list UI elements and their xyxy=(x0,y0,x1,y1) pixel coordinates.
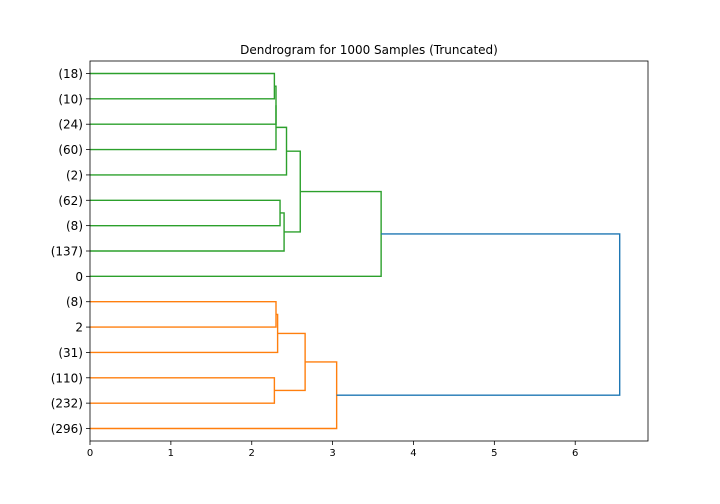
leaf-label: (296) xyxy=(51,422,83,436)
x-axis-ticks: 0 1 2 3 4 5 6 xyxy=(87,441,578,459)
chart-title: Dendrogram for 1000 Samples (Truncated) xyxy=(240,43,498,57)
dendrogram-link-b xyxy=(90,85,277,125)
x-tick-label: 6 xyxy=(572,448,578,459)
x-tick-label: 2 xyxy=(249,448,255,459)
leaf-label: (31) xyxy=(58,346,83,360)
leaf-label: (18) xyxy=(58,67,83,81)
leaf-label: (8) xyxy=(66,295,83,309)
plot-frame xyxy=(89,60,649,442)
leaf-label: 0 xyxy=(75,270,83,284)
leaf-label: (8) xyxy=(66,219,83,233)
dendrogram-link-r xyxy=(336,233,621,396)
dendrogram-links xyxy=(90,72,621,430)
leaf-label: (24) xyxy=(58,118,83,132)
x-tick-label: 1 xyxy=(168,448,174,459)
dendrogram-link-d xyxy=(90,126,288,176)
leaf-label: (60) xyxy=(58,143,83,157)
dendrogram-link-j xyxy=(90,313,279,354)
leaf-labels: (18) (10) (24) (60) (2) (62) (8) (137) 0 (8) 2 (31)… xyxy=(51,67,90,436)
x-tick-label: 3 xyxy=(329,448,335,459)
dendrogram-link-h xyxy=(90,190,382,278)
x-tick-label: 5 xyxy=(491,448,497,459)
leaf-label: 2 xyxy=(75,321,83,335)
dendrogram-link-e xyxy=(90,199,281,227)
dendrogram-link-m xyxy=(274,332,306,392)
leaf-label: (2) xyxy=(66,168,83,182)
leaf-label: (10) xyxy=(58,92,83,106)
dendrogram-link-c xyxy=(90,105,277,151)
leaf-label: (232) xyxy=(51,397,83,411)
x-tick-label: 0 xyxy=(87,448,93,459)
leaf-label: (110) xyxy=(51,371,83,385)
x-tick-label: 4 xyxy=(410,448,416,459)
leaf-label: (137) xyxy=(51,245,83,259)
dendrogram-link-n xyxy=(90,361,338,430)
leaf-label: (62) xyxy=(58,194,83,208)
